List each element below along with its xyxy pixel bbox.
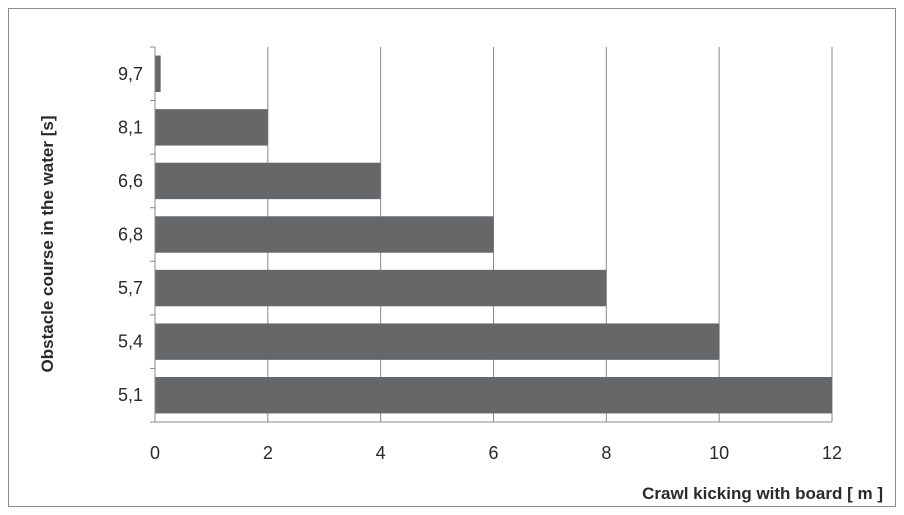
bar — [155, 55, 161, 92]
chart-frame: 5,1 5,4 5,7 6,8 6,6 8,1 9,7 0 2 4 6 8 10 12 Crawl ki… — [8, 8, 896, 507]
x-tick-label: 10 — [709, 443, 729, 463]
axes — [150, 46, 832, 423]
bar — [155, 109, 268, 146]
x-tick-label: 2 — [263, 443, 273, 463]
x-tick-labels: 0 2 4 6 8 10 12 — [150, 443, 842, 463]
y-tick-label: 5,1 — [118, 385, 143, 405]
bars — [155, 55, 832, 414]
y-tick-label: 6,6 — [118, 171, 143, 191]
y-tick-label: 5,4 — [118, 332, 143, 352]
y-tick-label: 6,8 — [118, 225, 143, 245]
x-tick-label: 8 — [601, 443, 611, 463]
bar — [155, 377, 832, 414]
x-tick-label: 4 — [376, 443, 386, 463]
y-tick-label: 9,7 — [118, 64, 143, 84]
x-axis-title: Crawl kicking with board [ m ] — [642, 484, 883, 503]
x-tick-label: 0 — [150, 443, 160, 463]
y-tick-label: 8,1 — [118, 117, 143, 137]
bar — [155, 216, 494, 253]
y-tick-label: 5,7 — [118, 278, 143, 298]
x-tick-label: 12 — [822, 443, 842, 463]
y-axis-title: Obstacle course in the water [s] — [38, 116, 57, 373]
bar — [155, 269, 607, 307]
bar-chart: 5,1 5,4 5,7 6,8 6,6 8,1 9,7 0 2 4 6 8 10 12 Crawl ki… — [38, 46, 883, 503]
bar — [155, 323, 720, 360]
x-tick-label: 6 — [488, 443, 498, 463]
y-tick-labels: 5,1 5,4 5,7 6,8 6,6 8,1 9,7 — [118, 64, 143, 405]
bar — [155, 162, 381, 200]
